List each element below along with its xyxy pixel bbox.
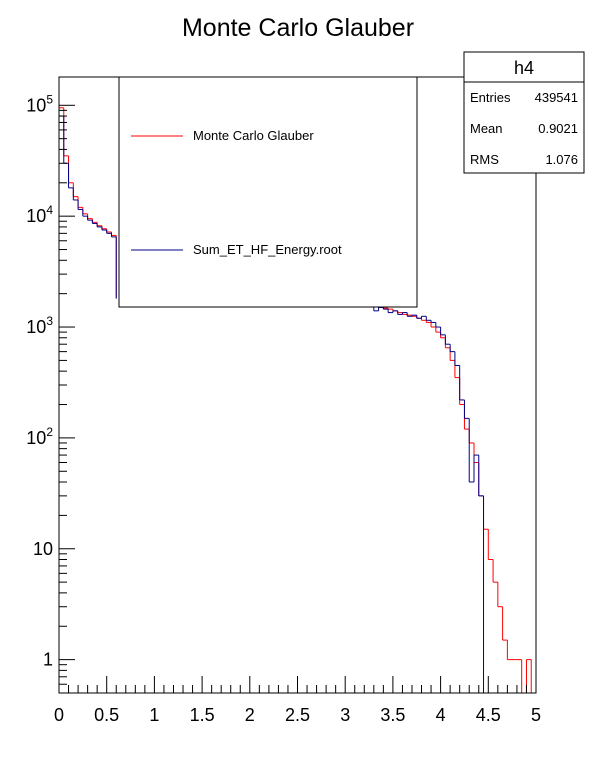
y-tick-label: 103 [26,314,53,337]
x-tick-label: 4.5 [476,705,501,725]
stats-rms-value: 1.076 [545,152,578,167]
x-tick-label: 2.5 [285,705,310,725]
y-tick-label: 1 [43,650,53,670]
x-tick-label: 3.5 [380,705,405,725]
x-tick-label: 0 [54,705,64,725]
x-tick-label: 0.5 [94,705,119,725]
x-tick-label: 1 [149,705,159,725]
y-tick-label: 102 [26,425,53,448]
stats-entries-value: 439541 [535,90,578,105]
x-tick-label: 2 [245,705,255,725]
y-tick-label: 10 [33,539,53,559]
legend-box: Monte Carlo Glauber Sum_ET_HF_Energy.roo… [118,76,418,308]
legend-label-monte-carlo-glauber: Monte Carlo Glauber [193,128,314,143]
y-tick-label: 104 [26,203,53,226]
stats-histogram-name: h4 [514,58,534,78]
stats-entries-label: Entries [470,90,511,105]
stats-frame [463,51,585,174]
x-tick-label: 5 [531,705,541,725]
stats-box: h4 Entries 439541 Mean 0.9021 RMS 1.076 [463,51,585,174]
legend-label-sum-et-hf-energy: Sum_ET_HF_Energy.root [193,242,342,257]
stats-mean-value: 0.9021 [538,121,578,136]
stats-rms-label: RMS [470,152,499,167]
stats-mean-label: Mean [470,121,503,136]
chart-title: Monte Carlo Glauber [182,14,414,42]
x-tick-label: 3 [340,705,350,725]
x-tick-label: 1.5 [190,705,215,725]
axis-layer: 0 0.5 1 1.5 2 2.5 3 3.5 4 4.5 5 1 10 102 103 104 105 [26,92,541,725]
y-tick-label: 105 [26,92,53,115]
legend-frame [118,76,418,308]
x-tick-label: 4 [436,705,446,725]
